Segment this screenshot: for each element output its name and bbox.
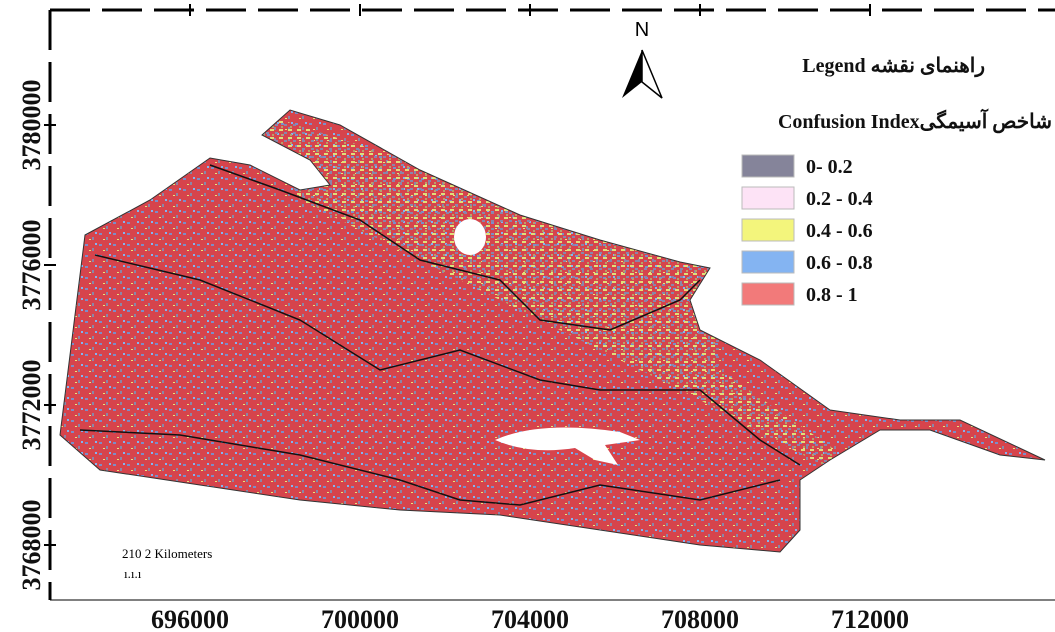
y-tick-label: 3768000 [17,500,46,591]
legend-swatch [742,251,794,273]
raster [50,100,1050,560]
legend-swatch [742,155,794,177]
y-tick-label: 3772000 [17,360,46,451]
legend-label: 0.8 - 1 [806,284,858,306]
map: N راهنمای نقشه Legend شاخص آسیمگیConfusi… [0,0,1055,632]
x-tick-label: 708000 [661,605,739,632]
x-tick-label: 712000 [831,605,909,632]
legend-swatch [742,187,794,209]
scale-label: 210 2 Kilometers [122,546,212,561]
legend-subtitle: شاخص آسیمگیConfusion Index [778,108,1052,134]
legend-swatch [742,219,794,241]
y-tick-label: 3776000 [17,220,46,311]
legend-title: راهنمای نقشه Legend [802,55,985,78]
legend-label: 0.2 - 0.4 [806,188,873,210]
y-tick-label: 3780000 [17,80,46,171]
x-tick-label: 700000 [321,605,399,632]
legend-label: 0- 0.2 [806,156,853,178]
north-label: N [635,19,649,41]
north-arrow: N [622,19,662,98]
legend-swatch [742,283,794,305]
legend: 0- 0.2 0.2 - 0.4 0.4 - 0.6 0.6 - 0.8 0.8 - 1 [742,155,873,306]
x-tick-label: 704000 [491,605,569,632]
legend-label: 0.6 - 0.8 [806,252,873,274]
legend-label: 0.4 - 0.6 [806,220,873,242]
scale-ticks: ı.ı.ı [124,566,142,581]
x-tick-label: 696000 [151,605,229,632]
